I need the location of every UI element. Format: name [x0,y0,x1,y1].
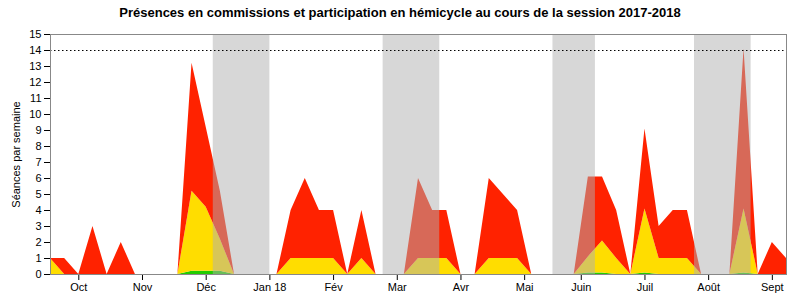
svg-text:Août: Août [697,281,720,293]
svg-text:Mai: Mai [516,281,534,293]
svg-text:1: 1 [35,252,41,264]
svg-text:Fév: Fév [324,281,343,293]
svg-text:10: 10 [29,108,41,120]
svg-text:Mar: Mar [388,281,407,293]
svg-text:12: 12 [29,76,41,88]
svg-text:Jan 18: Jan 18 [253,281,286,293]
svg-text:5: 5 [35,188,41,200]
svg-text:8: 8 [35,140,41,152]
svg-text:7: 7 [35,156,41,168]
svg-text:15: 15 [29,28,41,40]
svg-text:11: 11 [30,92,41,104]
svg-text:0: 0 [35,268,41,280]
svg-text:9: 9 [35,124,41,136]
svg-text:Déc: Déc [196,281,216,293]
svg-text:Avr: Avr [453,281,470,293]
svg-text:14: 14 [29,44,41,56]
svg-text:Nov: Nov [133,281,153,293]
svg-text:Juil: Juil [637,281,654,293]
svg-text:Juin: Juin [571,281,591,293]
svg-text:4: 4 [35,204,41,216]
svg-text:3: 3 [35,220,41,232]
svg-text:Séances par semaine: Séances par semaine [10,101,22,207]
svg-text:6: 6 [35,172,41,184]
svg-text:Oct: Oct [70,281,87,293]
svg-text:Sept: Sept [761,281,784,293]
html-text:Présences en commissions et pa: Présences en commissions et participatio… [119,5,681,20]
svg-text:2: 2 [35,236,41,248]
svg-text:13: 13 [29,60,41,72]
